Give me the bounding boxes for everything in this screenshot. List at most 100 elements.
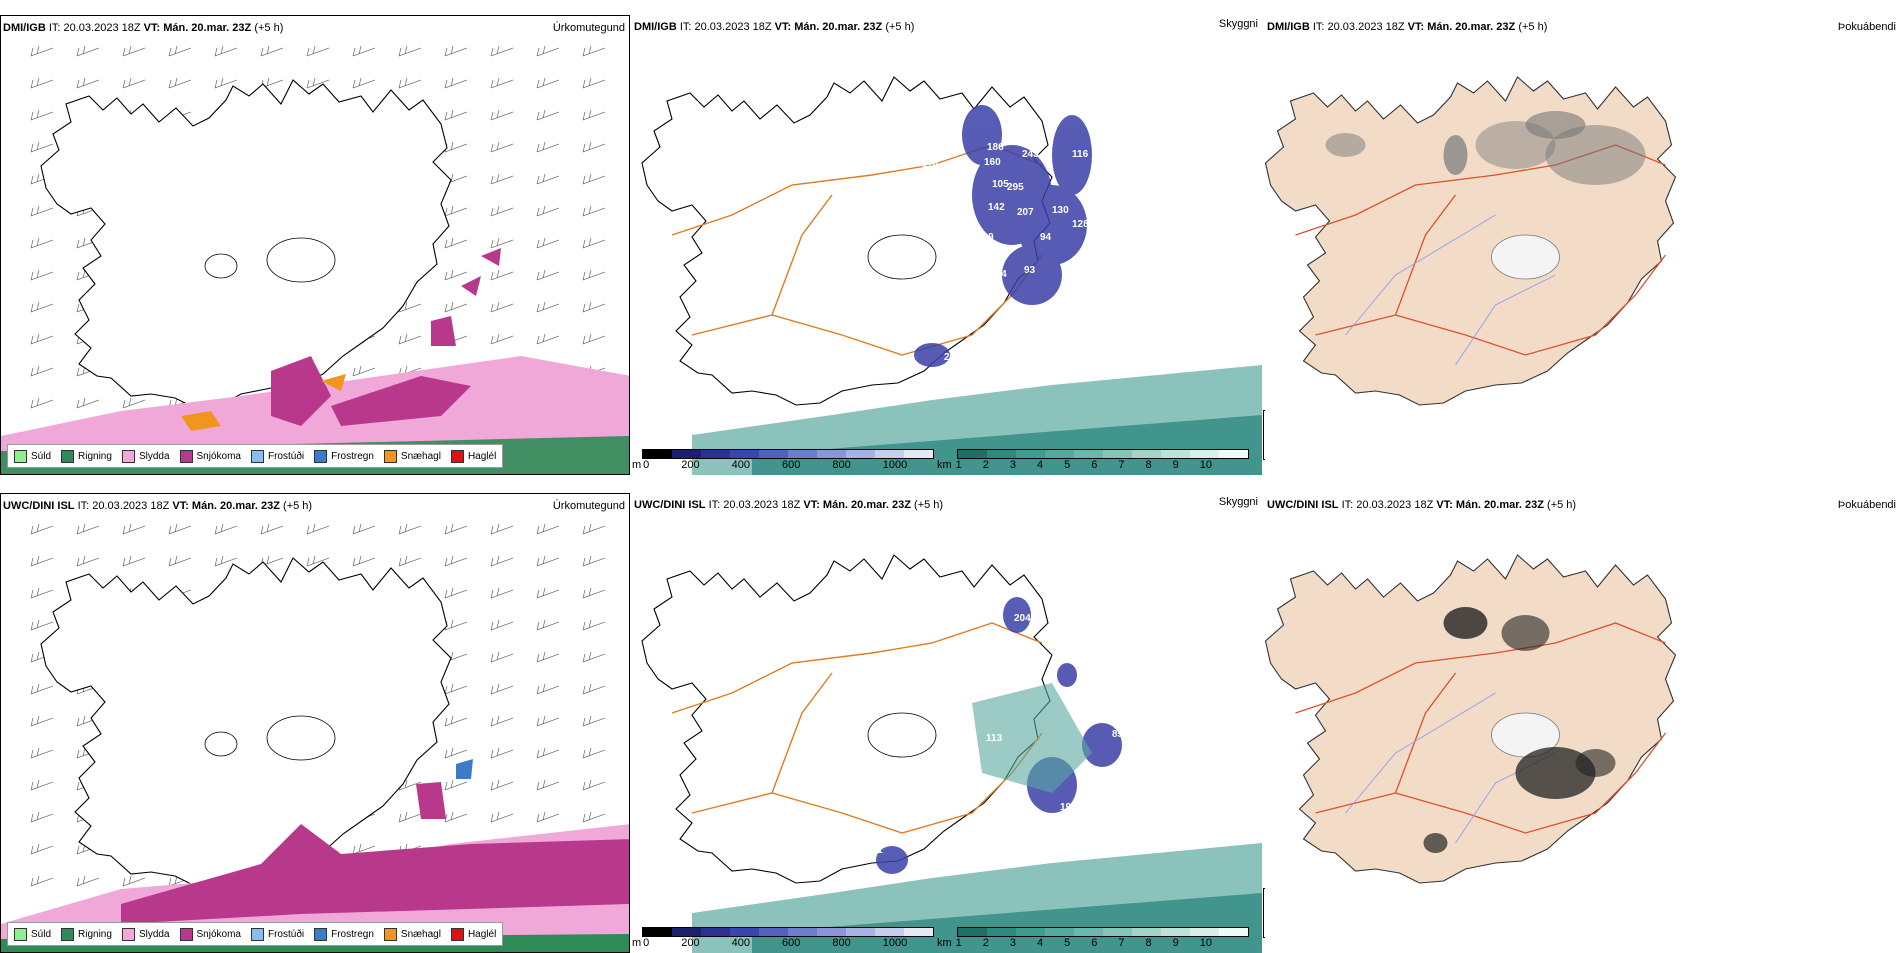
- legend-label: Frostregn: [331, 928, 374, 940]
- visibility-colorbar: km 1 2 3 4 5 6 7 8 9 10: [937, 449, 1257, 471]
- elevation-label: 240: [944, 352, 961, 363]
- panel-header: UWC/DINI ISL IT: 20.03.2023 18Z VT: Mán.…: [634, 499, 944, 511]
- panel-header: DMI/IGB IT: 20.03.2023 18Z VT: Mán. 20.m…: [3, 22, 284, 34]
- elevation-label: 209: [1000, 115, 1017, 126]
- elevation-label: 153: [950, 159, 967, 170]
- panel-header: UWC/DINI ISL IT: 20.03.2023 18Z VT: Mán.…: [1267, 499, 1577, 511]
- legend-item: Snjókoma: [179, 449, 241, 463]
- colorbar-tick: 800: [832, 459, 851, 471]
- elevation-label: 93: [1024, 265, 1036, 276]
- colorbar-tick: 10: [1199, 459, 1213, 471]
- legend-swatch: [383, 449, 397, 463]
- elevation-label: 461: [866, 845, 883, 856]
- colorbar-tick: 1000: [882, 937, 908, 949]
- colorbar-tick: 2: [982, 459, 989, 471]
- legend-label: Frostúði: [267, 928, 305, 940]
- visibility-panel-uwc: UWC/DINI ISL IT: 20.03.2023 18Z VT: Mán.…: [632, 493, 1262, 953]
- elevation-label: 142: [988, 202, 1005, 213]
- iceland-precip-map: [1, 45, 629, 474]
- elevation-label: 114: [922, 159, 939, 170]
- legend-label: Haglél: [467, 928, 497, 940]
- elevation-label: 105: [992, 179, 1009, 190]
- iceland-precip-map: [1, 523, 629, 952]
- legend-swatch: [450, 927, 464, 941]
- colorbar-tick: 1: [955, 937, 962, 949]
- panel-type-label: Skyggni: [1218, 18, 1258, 30]
- colorbar-tick: 9: [1172, 937, 1179, 949]
- colorbar-tick: 7: [1118, 459, 1125, 471]
- legend-item: Haglél: [450, 927, 497, 941]
- elevation-label: 295: [1007, 182, 1024, 193]
- panel-type-label: Þokuábendi: [1837, 499, 1896, 511]
- fog-panel-uwc: UWC/DINI ISL IT: 20.03.2023 18Z VT: Mán.…: [1265, 493, 1900, 953]
- panel-type-label: Úrkomutegund: [552, 500, 625, 512]
- colorbar-tick: 1: [955, 459, 962, 471]
- elevation-label: 269: [917, 862, 934, 873]
- legend-label: Snæhagl: [400, 450, 441, 462]
- legend-swatch: [179, 927, 193, 941]
- colorbar-unit: km: [937, 459, 952, 471]
- elevation-label: 116: [1072, 149, 1089, 160]
- colorbar-tick: 400: [731, 937, 751, 949]
- colorbar-tick: 0: [643, 937, 650, 949]
- colorbar-tick: 5: [1064, 937, 1071, 949]
- colorbar-tick: 3: [1009, 937, 1017, 949]
- colorbar-tick: 9: [1172, 459, 1179, 471]
- legend-item: Frostregn: [314, 449, 374, 463]
- legend-swatch: [383, 927, 397, 941]
- colorbar-tick: 8: [1145, 459, 1152, 471]
- legend-item: Súld: [14, 449, 51, 463]
- colorbar-tick: 6: [1091, 459, 1098, 471]
- elevation-label: 98: [1086, 791, 1098, 802]
- colorbar-tick: 800: [832, 937, 851, 949]
- legend-swatch: [14, 927, 27, 941]
- colorbar-unit: m: [632, 937, 642, 949]
- elevation-label: 94: [1040, 232, 1052, 243]
- precip-type-panel-uwc: UWC/DINI ISL IT: 20.03.2023 18Z VT: Mán.…: [0, 493, 630, 953]
- precip-legend: Súld Rigning Slydda Snjókoma Frostúði Frostre…: [7, 922, 504, 946]
- precip-legend: Súld Rigning Slydda Snjókoma Frostúði Frostre…: [7, 444, 504, 468]
- legend-label: Frostúði: [267, 450, 305, 462]
- elevation-label: 76: [984, 292, 996, 303]
- panel-header: DMI/IGB IT: 20.03.2023 18Z VT: Mán. 20.m…: [634, 21, 915, 33]
- legend-swatch: [250, 449, 264, 463]
- colorbar-tick: 200: [681, 459, 700, 471]
- legend-item: Snæhagl: [383, 449, 441, 463]
- panel-header: DMI/IGB IT: 20.03.2023 18Z VT: Mán. 20.m…: [1267, 21, 1548, 33]
- colorbar-unit: m: [632, 459, 642, 471]
- legend-label: Rigning: [78, 928, 112, 940]
- elevation-label: 153: [985, 683, 1002, 694]
- legend-label: Snjókoma: [196, 450, 241, 462]
- elevation-label: 160: [984, 157, 1001, 168]
- colorbar-tick: 400: [731, 459, 751, 471]
- elevation-label: 190: [1060, 815, 1077, 826]
- elevation-label: 204: [1014, 613, 1031, 624]
- legend-label: Slydda: [138, 928, 170, 940]
- legend-label: Frostregn: [331, 450, 374, 462]
- legend-swatch: [250, 927, 264, 941]
- colorbar-tick: 7: [1118, 937, 1125, 949]
- legend-label: Súld: [31, 928, 52, 940]
- colorbar-tick: 4: [1037, 937, 1044, 949]
- legend-swatch: [314, 449, 328, 463]
- legend-label: Snæhagl: [400, 928, 441, 940]
- iceland-fog-map: [1265, 76, 1677, 406]
- legend-swatch: [61, 449, 75, 463]
- iceland-fog-map: [1265, 554, 1677, 884]
- cloud-base-colorbar: m 0 200 400 600 800 1000: [632, 927, 937, 949]
- elevation-label: 243: [1022, 149, 1039, 160]
- legend-item: Haglél: [450, 449, 497, 463]
- colorbar-tick: 3: [1009, 459, 1017, 471]
- elevation-label: 201: [1012, 589, 1029, 600]
- colorbar-tick: 600: [782, 459, 801, 471]
- legend-swatch: [121, 927, 135, 941]
- fog-panel-dmi: DMI/IGB IT: 20.03.2023 18Z VT: Mán. 20.m…: [1265, 15, 1900, 475]
- elevation-label: 269: [977, 232, 994, 243]
- legend-label: Haglél: [467, 450, 497, 462]
- legend-swatch: [450, 449, 464, 463]
- legend-item: Snæhagl: [383, 927, 441, 941]
- colorbar-tick: 600: [782, 937, 801, 949]
- legend-label: Slydda: [138, 450, 170, 462]
